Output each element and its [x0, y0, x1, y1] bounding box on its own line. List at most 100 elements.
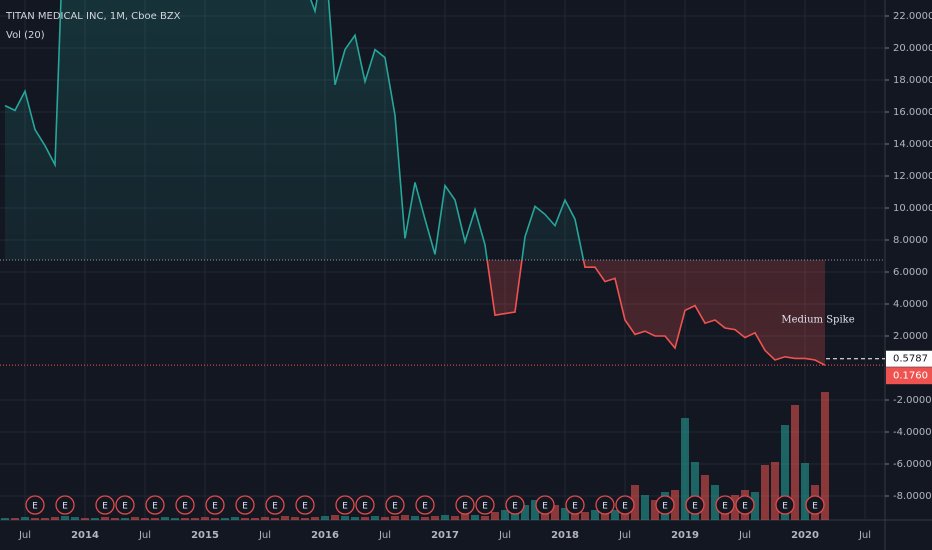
- volume-bar: [211, 518, 219, 520]
- x-tick-label: 2020: [791, 530, 819, 541]
- earnings-marker: [455, 495, 475, 515]
- earnings-label: E: [272, 502, 278, 512]
- x-tick-label: 2017: [431, 530, 459, 541]
- volume-bar: [161, 517, 169, 520]
- y-tick-label: 14.0000: [893, 139, 932, 150]
- volume-bar: [641, 495, 649, 520]
- volume-bar: [411, 516, 419, 520]
- volume-bar: [261, 517, 269, 520]
- earnings-marker: [415, 495, 435, 515]
- volume-bar: [521, 505, 529, 520]
- earnings-marker: [535, 495, 555, 515]
- earnings-marker: [595, 495, 615, 515]
- volume-bar: [351, 517, 359, 520]
- volume-bar: [381, 517, 389, 520]
- volume-bar: [331, 515, 339, 520]
- earnings-marker: [25, 495, 45, 515]
- earnings-marker: [235, 495, 255, 515]
- y-tick-label: 6.0000: [893, 267, 928, 278]
- earnings-label: E: [212, 502, 218, 512]
- earnings-label: E: [692, 502, 698, 512]
- earnings-label: E: [482, 502, 488, 512]
- volume-bar: [821, 392, 829, 520]
- reference-label-box: [886, 350, 932, 367]
- x-tick-label: 2014: [71, 530, 99, 541]
- earnings-marker: [265, 495, 285, 515]
- volume-bar: [441, 515, 449, 520]
- x-tick-label: 2015: [191, 530, 219, 541]
- volume-bar: [801, 463, 809, 520]
- x-tick-label: Jul: [858, 530, 871, 541]
- volume-bar: [131, 517, 139, 520]
- volume-bar: [691, 462, 699, 520]
- earnings-marker: [355, 495, 375, 515]
- price-line-below: [486, 260, 826, 366]
- x-tick-label: Jul: [138, 530, 151, 541]
- earnings-marker: [615, 495, 635, 515]
- volume-bar: [11, 518, 19, 520]
- y-tick-label: 4.0000: [893, 299, 928, 310]
- earnings-marker: [775, 495, 795, 515]
- earnings-marker: [655, 495, 675, 515]
- x-tick-label: Jul: [378, 530, 391, 541]
- volume-bar: [571, 510, 579, 520]
- earnings-label: E: [102, 502, 108, 512]
- volume-bar: [481, 516, 489, 520]
- volume-bar: [361, 517, 369, 520]
- volume-bar: [241, 518, 249, 520]
- volume-bar: [591, 510, 599, 520]
- earnings-label: E: [742, 502, 748, 512]
- volume-bar: [301, 518, 309, 520]
- y-tick-label: 18.0000: [893, 75, 932, 86]
- y-tick-label: 20.0000: [893, 43, 932, 54]
- volume-bar: [71, 517, 79, 520]
- series-pane: [0, 0, 885, 366]
- volume-bar: [431, 516, 439, 520]
- earnings-label: E: [602, 502, 608, 512]
- volume-bar: [551, 505, 559, 520]
- earnings-marker: [145, 495, 165, 515]
- volume-bar: [111, 518, 119, 520]
- volume-bar: [41, 518, 49, 520]
- y-tick-label: -4.0000: [893, 427, 932, 438]
- volume-bar: [461, 514, 469, 520]
- area-above: [5, 0, 825, 260]
- x-tick-label: Jul: [738, 530, 751, 541]
- area-below: [5, 260, 825, 366]
- earnings-label: E: [152, 502, 158, 512]
- y-tick-label: 8.0000: [893, 235, 928, 246]
- volume-bar: [401, 515, 409, 520]
- volume-bar: [421, 517, 429, 520]
- x-tick-label: Jul: [498, 530, 511, 541]
- earnings-label: E: [722, 502, 728, 512]
- volume-bar: [141, 518, 149, 520]
- earnings-marker: [475, 495, 495, 515]
- earnings-label: E: [392, 502, 398, 512]
- volume-bar: [501, 510, 509, 520]
- earnings-label: E: [512, 502, 518, 512]
- volume-bar: [631, 485, 639, 520]
- earnings-label: E: [572, 502, 578, 512]
- earnings-marker: [95, 495, 115, 515]
- volume-bar: [681, 418, 689, 520]
- volume-bar: [31, 518, 39, 520]
- earnings-label: E: [32, 502, 38, 512]
- volume-bar: [271, 518, 279, 520]
- volume-bar: [61, 516, 69, 520]
- volume-bar: [531, 500, 539, 520]
- earnings-marker: [715, 495, 735, 515]
- volume-bar: [81, 518, 89, 520]
- earnings-marker: [175, 495, 195, 515]
- last-price-box: [886, 367, 932, 385]
- earnings-label: E: [662, 502, 668, 512]
- earnings-label: E: [182, 502, 188, 512]
- volume-bar: [181, 518, 189, 520]
- x-tick-label: 2016: [311, 530, 339, 541]
- volume-bar: [701, 475, 709, 520]
- volume-bar: [651, 500, 659, 520]
- earnings-marker: [205, 495, 225, 515]
- volume-bar: [491, 512, 499, 520]
- y-tick-label: -8.0000: [893, 491, 932, 502]
